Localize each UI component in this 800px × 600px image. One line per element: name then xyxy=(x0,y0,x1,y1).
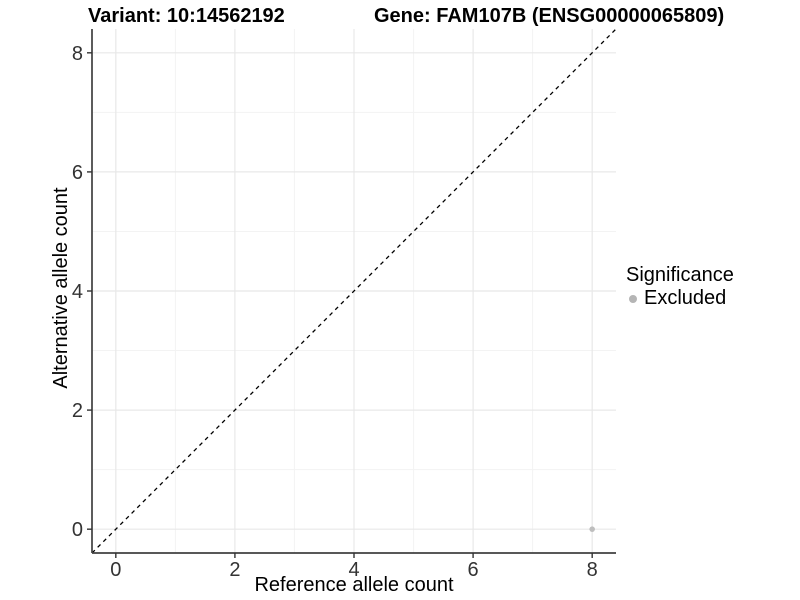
y-tick-label: 6 xyxy=(72,162,83,184)
tick-marks xyxy=(87,52,593,558)
data-points xyxy=(589,526,595,532)
x-tick-label: 6 xyxy=(468,559,479,581)
legend: Significance Excluded xyxy=(626,264,734,310)
data-point xyxy=(589,526,595,532)
x-axis-title: Reference allele count xyxy=(254,574,454,596)
identity-reference-line xyxy=(91,28,617,554)
legend-title: Significance xyxy=(626,264,734,286)
variant-title: Variant: 10:14562192 xyxy=(88,5,285,27)
x-tick-label: 2 xyxy=(229,559,240,581)
legend-item-excluded: Excluded xyxy=(629,287,734,310)
y-axis-title: Alternative allele count xyxy=(50,187,72,389)
gene-title: Gene: FAM107B (ENSG00000065809) xyxy=(374,5,725,27)
y-tick-label: 4 xyxy=(72,281,83,303)
y-tick-label: 8 xyxy=(72,43,83,65)
y-tick-label: 2 xyxy=(72,400,83,422)
legend-dot-icon xyxy=(629,294,637,303)
x-tick-label: 8 xyxy=(587,559,598,581)
tick-labels: 0 2 4 6 8 0 2 4 6 8 xyxy=(72,43,598,581)
x-tick-label: 0 xyxy=(110,559,121,581)
identity-line xyxy=(91,28,617,554)
y-tick-label: 0 xyxy=(72,519,83,541)
legend-item-label: Excluded xyxy=(644,287,727,309)
x-tick-label: 4 xyxy=(348,559,359,581)
